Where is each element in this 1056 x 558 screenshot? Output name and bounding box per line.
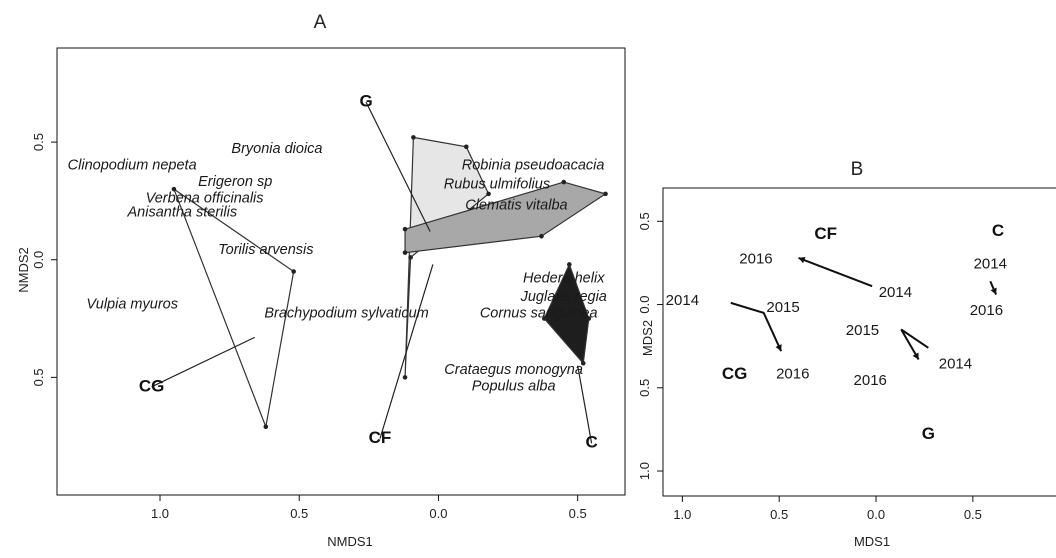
panel-a-title: A — [314, 12, 327, 33]
year-label: 2016 — [970, 302, 1003, 319]
species-label: Erigeron sp — [198, 174, 272, 190]
year-label: 2016 — [776, 365, 809, 382]
hull-vertex-c — [580, 360, 586, 366]
panel-b-y-axis-label: MDS2 — [640, 320, 655, 356]
species-label: Vulpia myuros — [86, 296, 178, 312]
species-label: Clematis vitalba — [465, 197, 567, 213]
trajectory-cf — [798, 256, 873, 288]
hull-vertex-c — [567, 262, 572, 267]
hull-vertex-cg — [263, 424, 269, 430]
hull-vertex-g — [603, 191, 608, 197]
panel-a-x-axis-label: NMDS1 — [327, 534, 373, 549]
hull-vertex-cf — [402, 375, 408, 380]
panel-a-y-axis-label: NMDS2 — [16, 247, 31, 293]
species-label: Populus alba — [472, 379, 556, 395]
hull-vertex-cf — [486, 191, 491, 197]
year-label: 2015 — [766, 299, 799, 316]
year-label: 2014 — [666, 292, 699, 309]
trajectory-arrowhead-g — [912, 352, 919, 360]
group-label-cg: CG — [139, 376, 165, 395]
hull-vertex-c — [541, 316, 547, 321]
panel-a-y-tick-label: 0.5 — [31, 368, 46, 386]
hull-vertex-g — [402, 226, 408, 232]
panel-a-y-tick-label: 0.0 — [31, 251, 46, 269]
group-leader-c — [577, 365, 593, 444]
trajectory-arrowhead-cf — [798, 256, 806, 264]
group-label-cf: CF — [369, 428, 392, 447]
group-leader-g — [365, 101, 431, 232]
group-label-g: G — [359, 92, 372, 111]
species-label: Brachypodium sylvaticum — [264, 306, 428, 322]
hull-cg — [172, 187, 295, 429]
group-leader-cg — [151, 336, 255, 388]
species-label: Verbena officinalis — [146, 190, 264, 206]
species-label: Anisantha sterilis — [126, 205, 237, 221]
panel-a-plot-frame — [56, 47, 626, 496]
species-label: Torilis arvensis — [218, 242, 313, 258]
panel-b-y-tick-label: 1.0 — [637, 462, 652, 480]
hull-vertex-cf — [411, 135, 416, 140]
panel-b-y-tick-label: 0.5 — [637, 379, 652, 397]
panel-a-x-tick-label: 0.5 — [569, 506, 587, 521]
species-label: Bryonia dioica — [231, 141, 322, 157]
year-label: 2014 — [974, 256, 1007, 273]
year-label: 2014 — [879, 284, 912, 301]
trajectory-arrowhead-c — [990, 287, 997, 295]
group-label-c: C — [585, 433, 597, 452]
panel-b-x-tick-label: 0.5 — [770, 507, 788, 522]
species-label: Juglans regia — [520, 289, 607, 305]
trajectory-label-cf: CF — [814, 224, 837, 243]
trajectory-label-cg: CG — [722, 364, 748, 383]
hull-vertex-cg — [171, 186, 177, 192]
panel-a-y-tick-label: 0.5 — [31, 133, 46, 151]
hull-g — [404, 181, 607, 254]
group-leader-cf — [379, 264, 434, 439]
panel-b-x-tick-label: 0.0 — [867, 507, 885, 522]
panel-b-x-axis-label: MDS1 — [854, 534, 890, 549]
species-label: Robinia pseudoacacia — [462, 157, 605, 173]
year-label: 2015 — [846, 322, 879, 339]
panel-b-y-tick-label: 0.5 — [637, 212, 652, 230]
hull-vertex-g — [402, 250, 408, 255]
trajectory-arrowhead-cg — [775, 344, 782, 352]
hull-vertex-cf — [408, 255, 413, 260]
species-label: Rubus ulmifolius — [444, 176, 550, 192]
panel-a-x-tick-label: 0.5 — [290, 506, 308, 521]
hull-vertex-g — [539, 233, 544, 239]
hull-vertex-c — [586, 316, 592, 321]
hull-vertex-cf — [463, 144, 469, 150]
panel-a-x-tick-label: 0.0 — [429, 506, 447, 521]
panel-b-x-tick-label: 1.0 — [673, 507, 691, 522]
year-label: 2016 — [854, 372, 887, 389]
panel-b-x-tick-label: 0.5 — [964, 507, 982, 522]
trajectory-label-c: C — [992, 221, 1004, 240]
species-label: Crataegus monogyna — [444, 362, 583, 378]
trajectory-label-g: G — [922, 424, 935, 443]
hull-vertex-cg — [291, 269, 296, 274]
trajectory-g — [900, 328, 929, 360]
year-label: 2014 — [939, 355, 972, 372]
trajectory-cg — [730, 301, 783, 352]
year-label: 2016 — [739, 251, 772, 268]
panel-b-plot-frame — [662, 187, 1056, 497]
panel-b-y-tick-label: 0.0 — [637, 296, 652, 314]
panel-b-title: B — [851, 159, 864, 180]
species-label: Hedera helix — [523, 270, 605, 286]
species-label: Cornus sanguinea — [480, 306, 598, 322]
species-label: Clinopodium nepeta — [68, 157, 197, 173]
hull-vertex-g — [561, 179, 567, 185]
panel-a-x-tick-label: 1.0 — [151, 506, 169, 521]
